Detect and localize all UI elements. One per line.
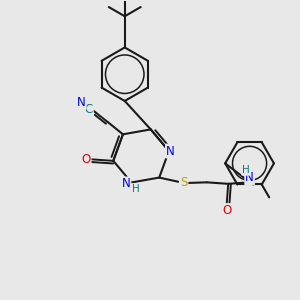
Text: N: N [77, 96, 86, 109]
Text: N: N [245, 171, 254, 184]
Text: H: H [132, 184, 140, 194]
Text: O: O [81, 153, 91, 166]
Text: S: S [180, 176, 187, 189]
Text: N: N [122, 178, 130, 190]
Text: O: O [222, 204, 231, 217]
Text: H: H [242, 165, 250, 175]
Text: N: N [166, 145, 175, 158]
Text: C: C [85, 103, 93, 116]
